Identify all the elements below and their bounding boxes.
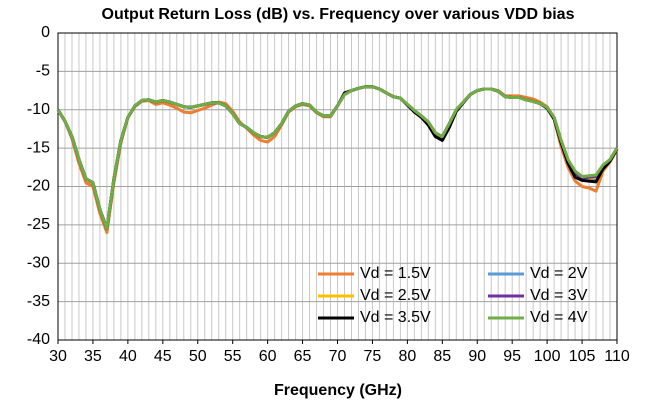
legend-label: Vd = 1.5V xyxy=(360,265,431,282)
x-tick-label: 60 xyxy=(259,348,277,365)
y-tick-label: -25 xyxy=(27,216,50,233)
y-tick-label: -20 xyxy=(27,178,50,195)
x-tick-label: 30 xyxy=(49,348,67,365)
x-tick-label: 35 xyxy=(84,348,102,365)
x-tick-label: 110 xyxy=(604,348,630,365)
x-tick-label: 80 xyxy=(398,348,416,365)
chart-title: Output Return Loss (dB) vs. Frequency ov… xyxy=(102,6,575,23)
plot-border xyxy=(57,32,618,341)
x-tick-label: 45 xyxy=(154,348,172,365)
y-tick-label: -35 xyxy=(27,293,50,310)
x-tick-label: 100 xyxy=(534,348,561,365)
legend-label: Vd = 2V xyxy=(530,265,588,282)
x-tick-label: 70 xyxy=(329,348,347,365)
x-tick-label: 55 xyxy=(224,348,242,365)
x-tick-label: 95 xyxy=(503,348,521,365)
x-tick-label: 75 xyxy=(364,348,382,365)
series-line xyxy=(56,85,619,231)
x-tick-label: 85 xyxy=(433,348,451,365)
x-tick-label: 90 xyxy=(468,348,486,365)
x-tick-label: 40 xyxy=(119,348,137,365)
legend-label: Vd = 4V xyxy=(530,309,588,326)
legend-label: Vd = 3V xyxy=(530,287,588,304)
x-tick-label: 105 xyxy=(569,348,596,365)
y-tick-label: -30 xyxy=(27,254,50,271)
y-tick-label: -10 xyxy=(27,101,50,118)
x-axis-label: Frequency (GHz) xyxy=(274,382,402,399)
y-tick-label: -15 xyxy=(27,139,50,156)
legend-label: Vd = 2.5V xyxy=(360,287,431,304)
y-tick-label: -40 xyxy=(27,331,50,348)
x-tick-label: 65 xyxy=(294,348,312,365)
x-tick-label: 50 xyxy=(189,348,207,365)
legend-label: Vd = 3.5V xyxy=(360,309,431,326)
y-tick-label: 0 xyxy=(41,24,50,41)
y-tick-label: -5 xyxy=(36,63,50,80)
